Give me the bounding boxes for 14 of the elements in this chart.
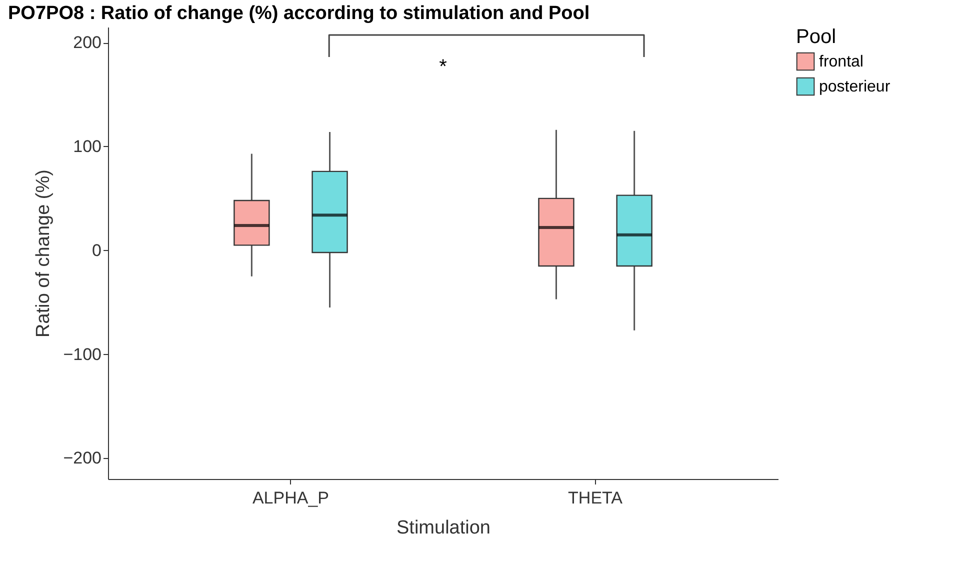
y-axis-title: Ratio of change (%) [33, 170, 54, 338]
y-tick-label: 200 [73, 33, 102, 52]
chart-title: PO7PO8 : Ratio of change (%) according to stimulation and Pool [8, 3, 590, 24]
legend-label: frontal [819, 54, 864, 70]
annotation: * [439, 56, 448, 78]
y-tick-label: 0 [92, 240, 102, 260]
x-tick-label: ALPHA_P [252, 488, 329, 508]
legend-label: posterieur [819, 78, 891, 96]
y-tick-label: 100 [73, 136, 102, 156]
legend-title: Pool [796, 26, 836, 48]
x-axis-title: Stimulation [396, 518, 490, 538]
x-tick-label: THETA [568, 488, 624, 508]
y-tick-label: −100 [63, 344, 102, 364]
y-tick-label: −200 [63, 448, 102, 468]
